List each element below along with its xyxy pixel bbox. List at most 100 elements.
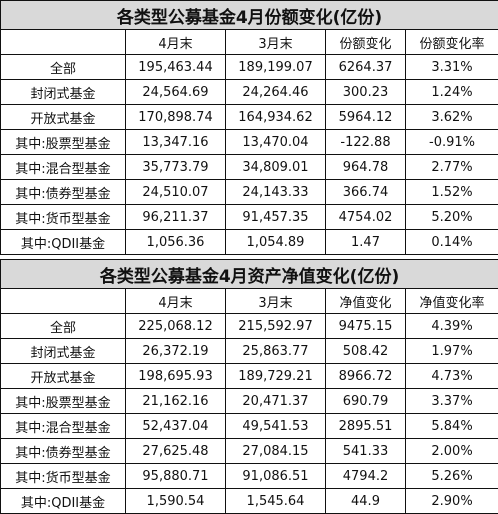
table-cell: 195,463.44 <box>126 55 226 80</box>
table-cell: 25,863.77 <box>226 339 326 364</box>
header-cell <box>1 289 126 314</box>
row-label: 其中:债券型基金 <box>1 180 126 205</box>
table-cell: 300.23 <box>326 80 406 105</box>
table-cell: 96,211.37 <box>126 205 226 230</box>
row-label: 其中:QDII基金 <box>1 489 126 514</box>
table-cell: 1.97% <box>406 339 498 364</box>
row-label: 其中:债券型基金 <box>1 439 126 464</box>
table-cell: 9475.15 <box>326 314 406 339</box>
table-cell: 35,773.79 <box>126 155 226 180</box>
header-cell: 3月末 <box>226 289 326 314</box>
table-cell: 1,056.36 <box>126 230 226 255</box>
row-label: 其中:混合型基金 <box>1 414 126 439</box>
table-cell: 5964.12 <box>326 105 406 130</box>
table-cell: 189,199.07 <box>226 55 326 80</box>
table-cell: 1,545.64 <box>226 489 326 514</box>
header-row: 4月末 3月末 份额变化 份额变化率 <box>1 30 498 55</box>
table-cell: 13,470.04 <box>226 130 326 155</box>
table-cell: 4.39% <box>406 314 498 339</box>
table-cell: 4794.2 <box>326 464 406 489</box>
table-title: 各类型公募基金4月资产净值变化(亿份) <box>1 260 498 289</box>
table-cell: 5.26% <box>406 464 498 489</box>
table-cell: 49,541.53 <box>226 414 326 439</box>
table-cell: 2895.51 <box>326 414 406 439</box>
table-cell: 690.79 <box>326 389 406 414</box>
table-cell: 91,457.35 <box>226 205 326 230</box>
table-cell: 164,934.62 <box>226 105 326 130</box>
table-cell: 91,086.51 <box>226 464 326 489</box>
table-cell: 225,068.12 <box>126 314 226 339</box>
row-label: 开放式基金 <box>1 364 126 389</box>
table-cell: 52,437.04 <box>126 414 226 439</box>
header-cell: 净值变化 <box>326 289 406 314</box>
table-cell: 215,592.97 <box>226 314 326 339</box>
table-cell: 964.78 <box>326 155 406 180</box>
table-cell: 24,564.69 <box>126 80 226 105</box>
table-cell: 95,880.71 <box>126 464 226 489</box>
table-cell: 189,729.21 <box>226 364 326 389</box>
row-label: 封闭式基金 <box>1 80 126 105</box>
table-cell: 2.77% <box>406 155 498 180</box>
table-cell: 1,590.54 <box>126 489 226 514</box>
table-cell: 1.52% <box>406 180 498 205</box>
table-cell: 24,143.33 <box>226 180 326 205</box>
table-cell: 508.42 <box>326 339 406 364</box>
table-cell: 3.37% <box>406 389 498 414</box>
nav-change-table: 各类型公募基金4月资产净值变化(亿份) 4月末 3月末 净值变化 净值变化率 全… <box>0 259 498 514</box>
table-cell: 0.14% <box>406 230 498 255</box>
table-cell: 1.24% <box>406 80 498 105</box>
row-label: 其中:货币型基金 <box>1 205 126 230</box>
table-cell: 27,084.15 <box>226 439 326 464</box>
row-label: 其中:货币型基金 <box>1 464 126 489</box>
table-cell: 3.31% <box>406 55 498 80</box>
table-cell: 8966.72 <box>326 364 406 389</box>
table-cell: 170,898.74 <box>126 105 226 130</box>
table-cell: 13,347.16 <box>126 130 226 155</box>
row-label: 其中:QDII基金 <box>1 230 126 255</box>
row-label: 开放式基金 <box>1 105 126 130</box>
table-cell: 5.20% <box>406 205 498 230</box>
header-cell <box>1 30 126 55</box>
table-cell: 21,162.16 <box>126 389 226 414</box>
table-cell: 5.84% <box>406 414 498 439</box>
row-label: 其中:混合型基金 <box>1 155 126 180</box>
table-cell: 6264.37 <box>326 55 406 80</box>
header-cell: 4月末 <box>126 289 226 314</box>
table-cell: 2.00% <box>406 439 498 464</box>
table-title: 各类型公募基金4月份额变化(亿份) <box>1 1 498 30</box>
table-cell: 26,372.19 <box>126 339 226 364</box>
header-cell: 净值变化率 <box>406 289 498 314</box>
table-cell: 24,264.46 <box>226 80 326 105</box>
table-cell: 1.47 <box>326 230 406 255</box>
table-cell: 1,054.89 <box>226 230 326 255</box>
table-cell: 3.62% <box>406 105 498 130</box>
header-row: 4月末 3月末 净值变化 净值变化率 <box>1 289 498 314</box>
table-cell: -122.88 <box>326 130 406 155</box>
header-cell: 份额变化 <box>326 30 406 55</box>
header-cell: 份额变化率 <box>406 30 498 55</box>
table-cell: 4.73% <box>406 364 498 389</box>
table-cell: -0.91% <box>406 130 498 155</box>
header-cell: 4月末 <box>126 30 226 55</box>
table-cell: 20,471.37 <box>226 389 326 414</box>
header-cell: 3月末 <box>226 30 326 55</box>
table-cell: 198,695.93 <box>126 364 226 389</box>
table-cell: 366.74 <box>326 180 406 205</box>
table-cell: 2.90% <box>406 489 498 514</box>
table-cell: 44.9 <box>326 489 406 514</box>
